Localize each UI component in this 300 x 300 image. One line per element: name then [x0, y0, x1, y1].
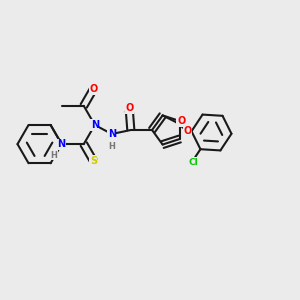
Text: N: N [108, 129, 116, 139]
Text: O: O [177, 116, 185, 126]
Text: N: N [58, 139, 66, 149]
Text: S: S [90, 156, 97, 166]
Text: H: H [50, 151, 57, 160]
Text: O: O [183, 126, 191, 136]
Text: Cl: Cl [188, 158, 198, 167]
Text: O: O [125, 103, 134, 113]
Text: H: H [108, 142, 115, 151]
Text: N: N [91, 120, 99, 130]
Text: O: O [89, 84, 98, 94]
